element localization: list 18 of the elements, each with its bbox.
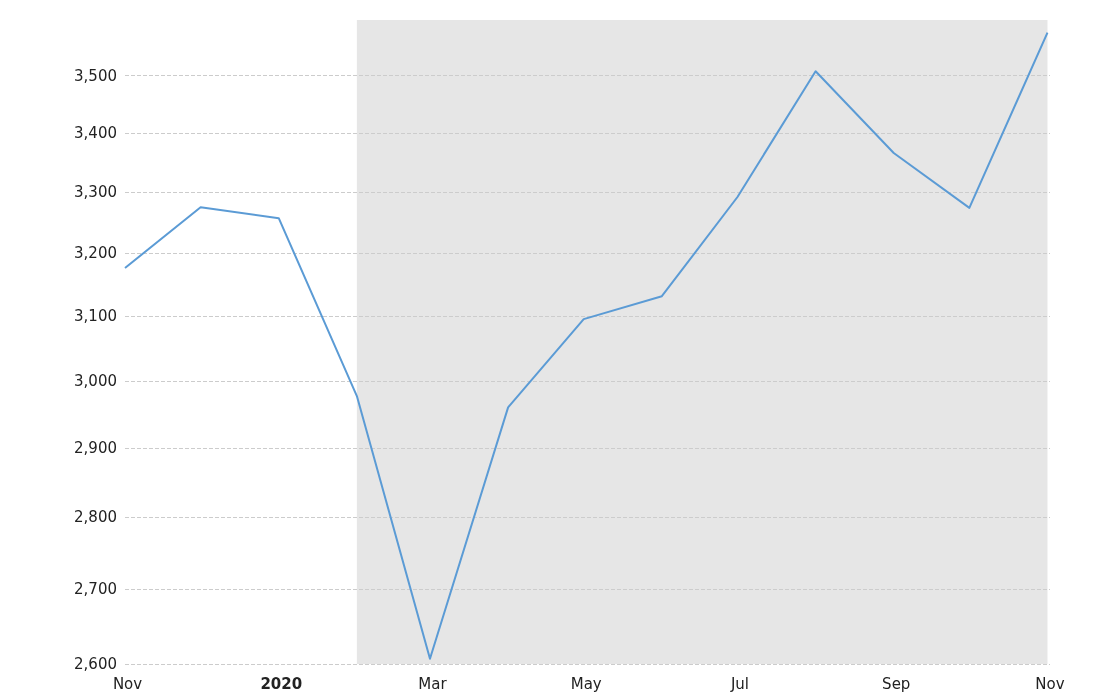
- x-tick-label: May: [570, 674, 602, 693]
- y-tick-label: 3,200: [74, 244, 117, 263]
- y-tick-label: 2,800: [74, 508, 117, 527]
- y-tick-label: 3,300: [74, 183, 117, 202]
- y-tick-label: 2,600: [74, 655, 117, 673]
- y-tick-label: 3,000: [74, 371, 117, 390]
- y-tick-label: 3,500: [74, 66, 117, 85]
- x-tick-label: Mar: [418, 674, 448, 693]
- x-tick-label: Nov: [1035, 674, 1065, 693]
- x-tick-label: Nov: [112, 674, 143, 693]
- y-tick-label: 2,700: [74, 580, 117, 599]
- y-tick-label: 3,100: [74, 306, 117, 325]
- x-tick-label: 2020: [260, 674, 303, 693]
- line-series: [124, 31, 1049, 660]
- y-tick-label: 2,900: [74, 438, 117, 457]
- y-tick-label: 3,400: [74, 124, 117, 143]
- x-tick-label: Sep: [882, 674, 911, 693]
- x-tick-label: Jul: [729, 674, 750, 693]
